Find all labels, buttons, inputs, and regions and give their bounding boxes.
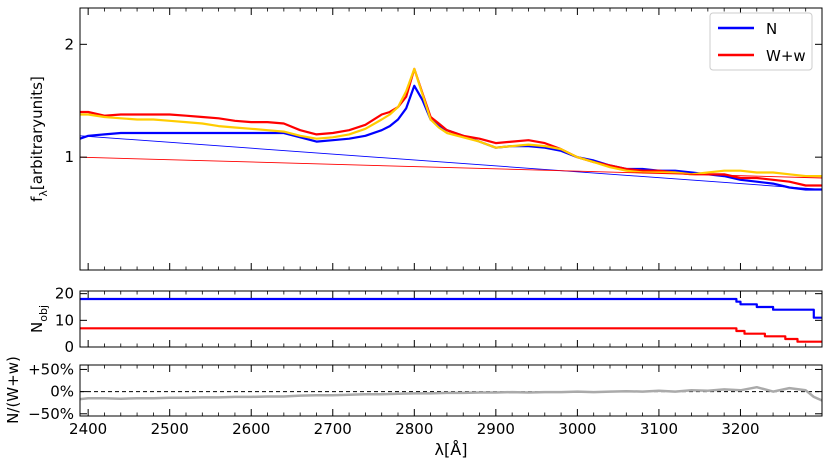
legend-label-n: N — [766, 20, 777, 38]
spectrum-series-line2 — [80, 67, 822, 178]
spectrum-plot-area — [80, 67, 822, 191]
spectrum-y-label-sub: λ — [37, 190, 50, 197]
ratio-panel: +50% 0% −50% 2400 2500 2600 2700 2800 2900 3000 3… — [4, 356, 823, 459]
count-y-tick-label: 0 — [64, 338, 74, 356]
spectrum-y-tick-label: 1 — [64, 148, 74, 166]
ratio-x-ticks: 2400 2500 2600 2700 2800 2900 3000 3100 3200 — [69, 365, 807, 438]
spectrum-series-line4 — [80, 156, 822, 179]
count-y-ticks: 0 10 20 — [55, 285, 822, 356]
ratio-x-tick-label: 2700 — [314, 420, 352, 438]
ratio-series-line0 — [80, 385, 822, 402]
spectrum-y-axis-label: fλ[arbitraryunits] — [28, 76, 50, 202]
spectrum-x-ticks — [87, 8, 807, 270]
ratio-y-tick-label: 0% — [50, 383, 74, 401]
spectrum-series-group — [80, 67, 822, 191]
ratio-x-tick-label: 3200 — [721, 420, 759, 438]
ratio-x-tick-label: 2900 — [477, 420, 515, 438]
ratio-x-tick-label: 2500 — [151, 420, 189, 438]
ratio-y-axis-label: N/(W+w) — [4, 356, 22, 424]
legend: N W+w — [709, 12, 813, 71]
spectrum-y-label-rest: [arbitraryunits] — [28, 76, 46, 190]
spectrum-y-ticks: 12 — [64, 35, 822, 166]
legend-label-ww: W+w — [766, 47, 806, 65]
spectrum-panel-frame — [79, 7, 823, 271]
ratio-x-tick-label: 2400 — [69, 420, 107, 438]
ratio-x-tick-label: 2600 — [232, 420, 270, 438]
spectrum-series-line3 — [80, 135, 822, 190]
ratio-panel-frame — [79, 364, 823, 417]
ratio-x-tick-label: 2800 — [395, 420, 433, 438]
count-y-tick-label: 10 — [55, 311, 74, 329]
count-y-axis-label: Nobj — [28, 305, 50, 333]
count-panel: 0 10 20 Nobj — [28, 285, 823, 356]
ratio-x-tick-label: 3000 — [558, 420, 596, 438]
ratio-y-ticks: +50% 0% −50% — [28, 360, 822, 423]
spectrum-y-label-main: f — [28, 196, 46, 202]
ratio-plot-area — [80, 385, 822, 402]
count-x-ticks — [87, 291, 807, 347]
ratio-y-tick-label: −50% — [28, 405, 74, 423]
count-series-n — [80, 297, 822, 319]
ratio-y-tick-label: +50% — [28, 360, 74, 378]
count-series-ww — [80, 327, 822, 343]
spectrum-panel: 12 fλ[arbitraryunits] N W+w — [28, 7, 823, 271]
ratio-series-group — [80, 385, 822, 402]
spectrum-y-tick-label: 2 — [64, 35, 74, 53]
count-y-label-main: N — [28, 322, 46, 333]
x-axis-label: λ[Å] — [435, 440, 468, 459]
ratio-x-tick-label: 3100 — [640, 420, 678, 438]
count-panel-frame — [79, 290, 823, 348]
count-series-group — [80, 297, 822, 343]
count-plot-area — [80, 297, 822, 343]
count-y-tick-label: 20 — [55, 285, 74, 303]
count-y-label-sub: obj — [37, 305, 50, 322]
